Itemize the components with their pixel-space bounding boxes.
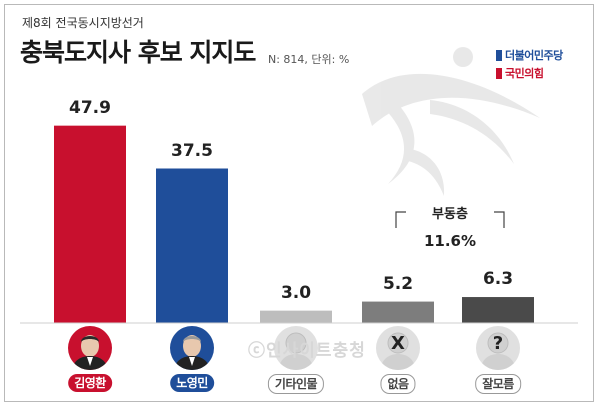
bar-value-label-0: 47.9 <box>69 97 111 118</box>
svg-text:X: X <box>391 333 405 354</box>
candidate-photo-1 <box>170 326 214 370</box>
bar-0 <box>54 125 126 323</box>
category-label-2: 기타인물 <box>267 374 325 394</box>
sample-size-unit: N: 814, 단위: % <box>268 53 350 66</box>
election-subtitle: 제8회 전국동시지방선거 <box>22 16 144 30</box>
bar-value-label-4: 6.3 <box>482 269 514 290</box>
brush-logo-icon <box>362 47 540 196</box>
question-icon: ? <box>476 326 520 370</box>
floating-voters-bracket <box>395 211 505 228</box>
svg-text:?: ? <box>493 333 503 354</box>
legend-item-ppp: 국민의힘 <box>496 64 563 82</box>
bar-value-label-1: 37.5 <box>171 140 213 161</box>
floating-voters-label: 부동층 <box>432 207 468 222</box>
legend-label-ppp: 국민의힘 <box>505 67 544 80</box>
bar-1 <box>156 168 228 323</box>
watermark: ⓒ인사이트충청 <box>248 341 366 361</box>
floating-voters-value: 11.6% <box>423 232 477 250</box>
bar-value-label-3: 5.2 <box>382 273 414 294</box>
candidate-photo-0 <box>68 326 112 370</box>
category-label-3: 없음 <box>380 374 416 394</box>
category-label-1: 노영민 <box>170 374 214 392</box>
x-icon: X <box>376 326 420 370</box>
bar-4 <box>462 297 534 323</box>
category-label-0: 김영환 <box>68 374 112 392</box>
legend-swatch-ppp <box>496 67 502 79</box>
bars <box>54 125 534 323</box>
bar-2 <box>260 310 332 323</box>
chart-title: 충북도지사 후보 지지도 <box>20 38 256 67</box>
person-icon <box>274 326 318 370</box>
legend-label-democratic: 더불어민주당 <box>505 49 563 62</box>
bar-value-label-2: 3.0 <box>280 282 312 303</box>
legend-swatch-democratic <box>496 49 502 61</box>
bar-3 <box>362 301 434 323</box>
legend-item-democratic: 더불어민주당 <box>496 46 563 64</box>
category-label-4: 잘모름 <box>475 374 521 394</box>
legend: 더불어민주당 국민의힘 <box>496 46 563 82</box>
